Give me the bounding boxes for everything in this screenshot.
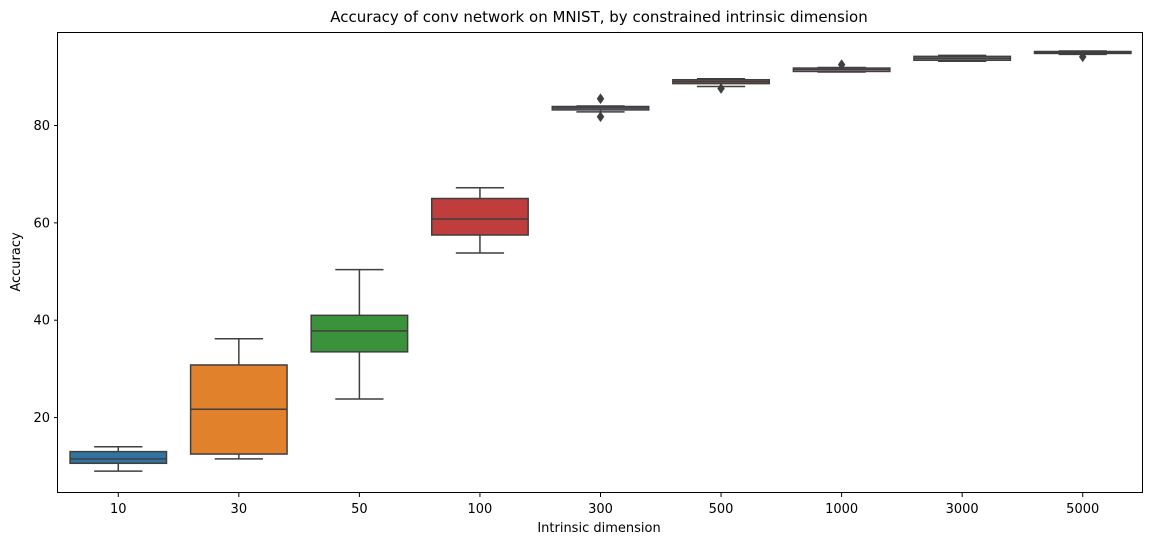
box-group-300 <box>551 93 650 123</box>
x-tick-label: 30 <box>231 502 248 517</box>
y-tick-label: 40 <box>33 314 50 329</box>
x-tick-label: 100 <box>468 502 493 517</box>
box-iqr <box>430 197 529 236</box>
outlier-point <box>717 83 725 94</box>
outlier-point <box>596 111 605 123</box>
y-tick-label: 80 <box>33 119 50 134</box>
plot-area <box>69 50 1132 472</box>
box-group-1000 <box>792 59 891 73</box>
box-iqr <box>310 314 409 353</box>
box-group-30 <box>189 337 288 460</box>
x-tick-label: 300 <box>588 502 613 517</box>
x-tick-label: 5000 <box>1066 502 1099 517</box>
box-group-100 <box>430 187 529 254</box>
outlier-point <box>596 93 605 105</box>
box-group-10 <box>69 446 168 472</box>
y-axis-title: Accuracy <box>9 232 24 292</box>
plot-frame <box>57 32 1143 493</box>
chart-title: Accuracy of conv network on MNIST, by co… <box>330 8 867 26</box>
box-group-5000 <box>1033 50 1132 63</box>
box-group-50 <box>310 268 409 400</box>
y-axis: 20 40 60 80 <box>33 119 58 426</box>
box-iqr <box>69 450 168 465</box>
x-tick-label: 500 <box>709 502 734 517</box>
x-tick-label: 1000 <box>825 502 858 517</box>
x-tick-label: 10 <box>110 502 127 517</box>
box-group-500 <box>672 78 771 94</box>
x-tick-label: 50 <box>351 502 368 517</box>
outlier-point <box>837 59 846 71</box>
y-tick-label: 60 <box>33 216 50 231</box>
y-tick-label: 20 <box>33 411 50 426</box>
box-group-3000 <box>913 54 1012 62</box>
x-axis-title: Intrinsic dimension <box>537 521 660 536</box>
outlier-point <box>1078 51 1087 63</box>
x-axis: 10 30 50 100 300 500 1000 3000 5000 <box>110 493 1099 517</box>
x-tick-label: 3000 <box>946 502 979 517</box>
